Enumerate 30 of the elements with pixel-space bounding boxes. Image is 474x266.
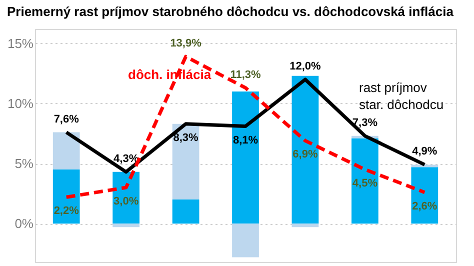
data-label: 4,9% <box>412 146 438 158</box>
data-label: 6,9% <box>292 148 318 161</box>
bar <box>232 91 259 224</box>
data-label: 2,2% <box>54 205 80 218</box>
series-label: rast príjmov star. dôchodcu <box>359 80 444 112</box>
y-tick-label: 0% <box>14 216 34 232</box>
bar <box>172 200 200 224</box>
bar <box>411 167 438 224</box>
bar <box>232 224 259 258</box>
data-label: 8,3% <box>173 132 199 144</box>
bar <box>292 76 319 224</box>
bar <box>112 224 140 228</box>
data-label: 4,5% <box>352 178 378 190</box>
bar <box>351 138 378 224</box>
bar <box>52 132 80 170</box>
y-tick-label: 5% <box>14 156 34 172</box>
bar <box>52 170 80 224</box>
data-label: 11,3% <box>230 68 262 81</box>
data-label: 12,0% <box>290 60 322 72</box>
data-label: 8,1% <box>232 134 258 146</box>
data-label: 3,0% <box>114 196 139 208</box>
data-label: 7,3% <box>352 116 378 129</box>
data-label: 13,9% <box>170 38 202 50</box>
data-label: 2,6% <box>412 200 438 212</box>
bar <box>292 224 319 228</box>
data-label: 7,6% <box>54 113 80 126</box>
bar <box>411 164 438 168</box>
y-tick-label: 15% <box>7 36 34 51</box>
chart-title: Priemerný rast príjmov starobného dôchodcu vs. dôchodcovská inflácia <box>6 4 454 19</box>
y-tick-label: 10% <box>7 96 34 111</box>
